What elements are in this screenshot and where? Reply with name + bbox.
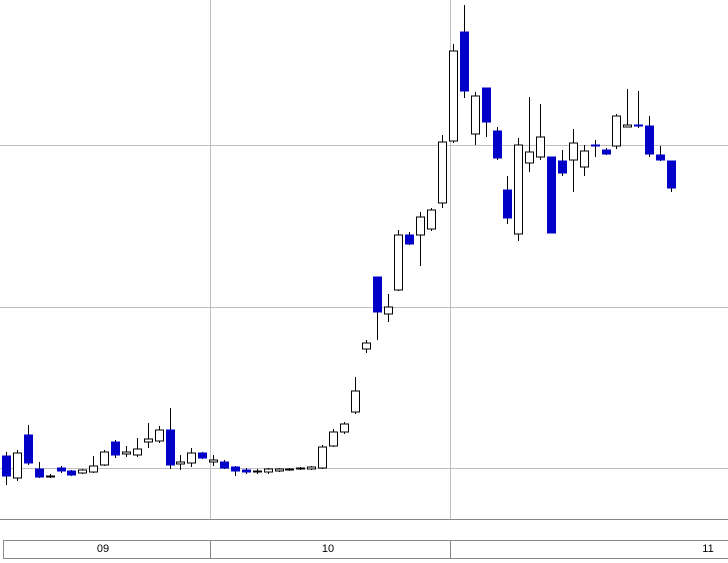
candle-body: [296, 467, 305, 470]
candle-body: [427, 209, 436, 230]
candle-body: [122, 451, 131, 455]
candle-body: [264, 468, 273, 473]
candle-body: [340, 423, 349, 433]
candle-body: [2, 455, 11, 477]
candle-body: [438, 141, 447, 204]
candle-body: [634, 124, 643, 127]
candle-body: [13, 452, 22, 479]
candle-body: [482, 87, 491, 123]
candle-body: [187, 452, 196, 464]
candle-body: [307, 466, 316, 470]
candle-body: [57, 467, 66, 472]
candle-body: [253, 470, 262, 473]
candle-body: [645, 125, 654, 155]
candle-body: [667, 160, 676, 189]
candle-body: [591, 144, 600, 147]
candle-body: [580, 150, 589, 168]
candle-body: [612, 115, 621, 147]
candle-body: [547, 156, 556, 234]
candle-body: [602, 149, 611, 155]
x-tick-label: 11: [702, 543, 713, 555]
candle-body: [285, 468, 294, 471]
candle-body: [275, 468, 284, 472]
candle-body: [362, 342, 371, 350]
candle-body: [536, 136, 545, 158]
axis-band: [3, 540, 728, 559]
candle-body: [100, 451, 109, 466]
candle-body: [231, 466, 240, 472]
candle-body: [405, 234, 414, 245]
candle-body: [558, 160, 567, 174]
candle-body: [416, 216, 425, 236]
candle-body: [111, 441, 120, 456]
x-tick-label: 10: [322, 543, 334, 555]
candle-body: [471, 95, 480, 135]
candle-body: [514, 144, 523, 235]
candle-body: [525, 151, 534, 164]
candle-body: [503, 189, 512, 219]
candle-body: [89, 465, 98, 473]
candle-body: [35, 468, 44, 478]
candle-body: [166, 429, 175, 466]
candle-body: [569, 142, 578, 161]
candle-body: [209, 459, 218, 463]
candle-body: [24, 434, 33, 464]
candle-body: [198, 452, 207, 459]
candle-body: [144, 438, 153, 443]
candle-body: [318, 446, 327, 469]
candle-body: [460, 31, 469, 92]
candle-body: [46, 475, 55, 478]
candle-body: [67, 470, 76, 476]
candle-body: [133, 448, 142, 456]
candle-body: [351, 390, 360, 413]
candle-body: [623, 124, 632, 128]
x-tick-label: 09: [97, 543, 109, 555]
candle-body: [394, 234, 403, 291]
candle-body: [176, 461, 185, 465]
candle-body: [449, 50, 458, 142]
candle-body: [329, 431, 338, 447]
candle-body: [373, 276, 382, 313]
candle-body: [384, 306, 393, 315]
candle-body: [493, 130, 502, 159]
candle-body: [242, 469, 251, 473]
candle-body: [656, 154, 665, 161]
candle-body: [155, 429, 164, 442]
candle-body: [220, 461, 229, 469]
candle-body: [78, 469, 87, 474]
